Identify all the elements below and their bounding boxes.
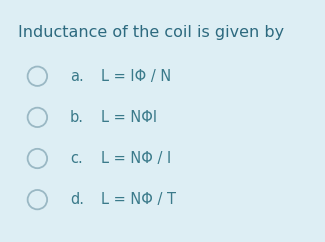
Text: L = NΦ / T: L = NΦ / T bbox=[101, 192, 176, 207]
Text: Inductance of the coil is given by: Inductance of the coil is given by bbox=[18, 25, 284, 40]
Ellipse shape bbox=[28, 149, 47, 168]
Ellipse shape bbox=[28, 190, 47, 209]
Text: c.: c. bbox=[70, 151, 83, 166]
Ellipse shape bbox=[28, 108, 47, 127]
Ellipse shape bbox=[28, 67, 47, 86]
Text: b.: b. bbox=[70, 110, 84, 125]
Text: a.: a. bbox=[70, 69, 84, 84]
Text: L = NΦI: L = NΦI bbox=[101, 110, 157, 125]
Text: d.: d. bbox=[70, 192, 84, 207]
Text: L = IΦ / N: L = IΦ / N bbox=[101, 69, 171, 84]
Text: L = NΦ / I: L = NΦ / I bbox=[101, 151, 171, 166]
